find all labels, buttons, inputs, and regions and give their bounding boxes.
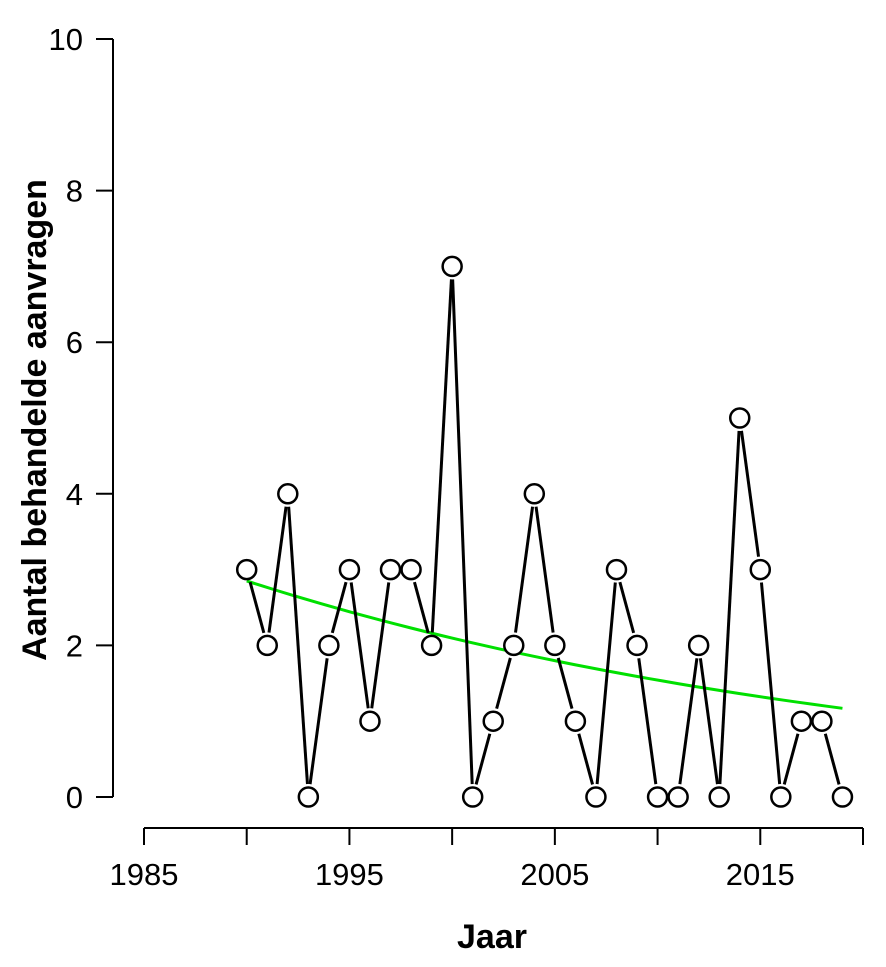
data-point	[708, 786, 730, 808]
data-point	[318, 634, 340, 657]
x-tick-label: 2015	[726, 857, 795, 892]
series-line-segment	[678, 658, 699, 785]
y-tick-label: 0	[66, 780, 83, 815]
series-line-segment	[759, 582, 782, 785]
series-line-segment	[637, 658, 658, 785]
series-line-segment	[556, 657, 574, 710]
y-tick-label: 10	[49, 22, 83, 57]
data-point	[297, 786, 320, 808]
data-point	[277, 483, 299, 505]
data-point	[420, 634, 443, 657]
series-line-segment	[430, 279, 453, 633]
series-line-segment	[595, 582, 617, 785]
data-point	[338, 558, 361, 581]
data-point	[359, 710, 381, 732]
x-tick-label: 2005	[520, 857, 589, 892]
data-point	[461, 786, 484, 808]
data-point	[564, 710, 587, 732]
series-line-segment	[534, 506, 555, 633]
data-point	[400, 558, 422, 581]
data-point	[235, 558, 258, 581]
series-line-segment	[308, 658, 329, 785]
series-line-segment	[698, 658, 719, 785]
series-line-segment	[577, 733, 594, 785]
data-point	[379, 558, 402, 581]
data-point	[831, 786, 854, 808]
series-line-segment	[451, 279, 474, 785]
trend-line	[246, 579, 843, 710]
data-point	[544, 634, 566, 657]
data-point	[482, 710, 504, 732]
series-layer	[235, 255, 854, 808]
data-point	[790, 710, 813, 732]
data-point	[523, 483, 546, 505]
series-line-segment	[370, 582, 391, 709]
series-line-segment	[823, 733, 841, 785]
series-line-segment	[413, 581, 430, 634]
series-line-segment	[330, 581, 348, 634]
series-line-segment	[248, 581, 266, 634]
data-point	[585, 786, 607, 808]
series-line-segment	[495, 657, 512, 710]
series-line-segment	[618, 581, 636, 634]
data-point	[646, 786, 669, 808]
data-point	[626, 634, 648, 657]
y-axis-title: Aantal behandelde aanvragen	[16, 179, 54, 661]
series-line-segment	[349, 582, 370, 709]
data-point	[728, 407, 751, 429]
trend-layer	[246, 579, 843, 710]
data-point	[605, 558, 628, 581]
series-line-segment	[514, 506, 535, 633]
series-line-segment	[782, 733, 800, 785]
series-line-segment	[474, 733, 492, 785]
x-tick-label: 1995	[315, 857, 384, 892]
x-tick-label: 1985	[110, 857, 179, 892]
data-point	[687, 634, 710, 657]
y-tick-label: 8	[66, 174, 83, 209]
y-tick-label: 4	[66, 477, 83, 512]
data-point	[811, 710, 833, 732]
series-line-segment	[267, 506, 288, 633]
data-point	[749, 558, 772, 581]
data-point	[441, 255, 463, 278]
data-point	[770, 786, 792, 808]
series-line-segment	[287, 506, 309, 785]
y-tick-label: 2	[66, 628, 83, 663]
y-tick-label: 6	[66, 325, 83, 360]
x-axis-title: Jaar	[457, 918, 527, 956]
data-point	[667, 786, 689, 808]
series-line-segment	[740, 430, 761, 557]
series-line-segment	[718, 430, 741, 785]
axes: 0 2 4 6 8 10 1985 1995 2005 2015	[49, 22, 864, 892]
data-point	[256, 634, 279, 657]
data-point	[503, 634, 525, 657]
